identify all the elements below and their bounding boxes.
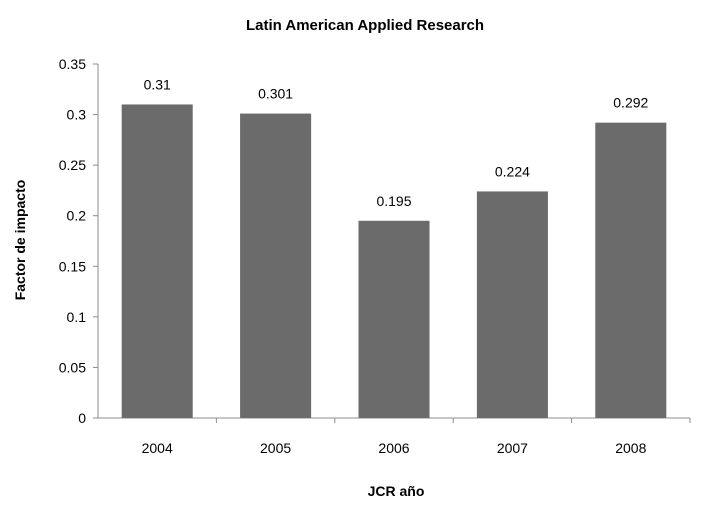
y-tick-label: 0.1: [67, 309, 87, 325]
chart-title: Latin American Applied Research: [246, 17, 484, 34]
x-tick-label: 2008: [615, 440, 646, 456]
x-tick-label: 2007: [497, 440, 528, 456]
y-tick-label: 0.25: [59, 157, 86, 173]
bar-2004: [121, 104, 193, 418]
y-tick-label: 0.05: [59, 359, 86, 375]
data-labels: 0.31 0.301 0.195 0.224 0.292: [144, 76, 649, 208]
y-tick-label: 0.35: [59, 56, 86, 72]
x-axis: 2004 2005 2006 2007 2008: [98, 417, 691, 456]
bar-2008: [595, 122, 667, 419]
y-axis-title: Factor de impacto: [12, 180, 28, 301]
y-tick-label: 0.2: [67, 208, 87, 224]
data-label: 0.224: [495, 163, 530, 179]
bar-2006: [358, 220, 430, 418]
y-axis: 0 0.05 0.1 0.15 0.2 0.25 0.3 0.35: [59, 56, 99, 426]
bar-2007: [476, 191, 548, 418]
bar-2005: [240, 113, 312, 418]
x-axis-title: JCR año: [368, 483, 425, 499]
data-label: 0.31: [144, 76, 171, 92]
y-tick-label: 0: [78, 410, 86, 426]
data-label: 0.301: [258, 86, 293, 102]
x-tick-label: 2005: [260, 440, 291, 456]
bars: [121, 104, 667, 419]
y-tick-label: 0.15: [59, 258, 86, 274]
x-tick-label: 2006: [378, 440, 409, 456]
data-label: 0.195: [376, 193, 411, 209]
y-tick-label: 0.3: [67, 107, 87, 123]
x-tick-label: 2004: [142, 440, 173, 456]
data-label: 0.292: [613, 95, 648, 111]
